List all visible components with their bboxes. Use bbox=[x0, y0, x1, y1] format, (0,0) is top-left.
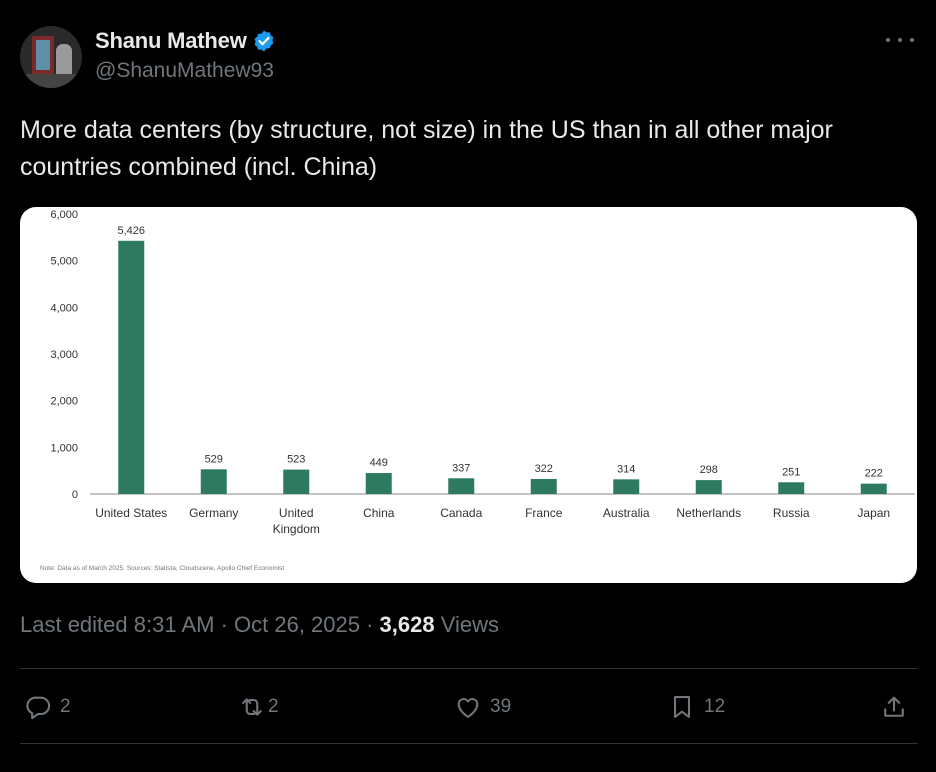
reply-icon bbox=[26, 696, 51, 720]
bar bbox=[448, 478, 475, 494]
more-icon[interactable] bbox=[886, 30, 914, 50]
data-label: 314 bbox=[617, 463, 635, 475]
x-tick-label: Netherlands bbox=[676, 506, 741, 520]
data-label: 449 bbox=[370, 457, 388, 469]
reply-count: 2 bbox=[60, 696, 71, 717]
share-button[interactable] bbox=[880, 688, 908, 726]
tweet-header: Shanu Mathew @ShanuMathew93 bbox=[20, 24, 916, 88]
x-tick-label: Germany bbox=[189, 506, 238, 520]
chart-note: Note: Data as of March 2025. Sources: St… bbox=[40, 565, 285, 572]
like-count: 39 bbox=[490, 696, 512, 717]
y-tick-label: 0 bbox=[72, 489, 78, 501]
x-tick-label: Japan bbox=[857, 506, 890, 520]
bookmark-button[interactable]: 12 bbox=[668, 688, 725, 726]
x-tick-label: China bbox=[363, 506, 395, 520]
bar bbox=[778, 482, 805, 494]
repost-button[interactable]: 2 bbox=[238, 688, 279, 726]
action-bar: 2 2 39 12 bbox=[20, 688, 916, 726]
data-label: 5,426 bbox=[117, 225, 145, 237]
views-count[interactable]: 3,628 bbox=[379, 612, 435, 637]
repost-icon bbox=[242, 698, 262, 716]
y-tick-label: 2,000 bbox=[50, 396, 78, 408]
x-tick-label: Australia bbox=[603, 506, 650, 520]
y-tick-label: 1,000 bbox=[50, 442, 78, 454]
bar bbox=[530, 478, 557, 494]
bar bbox=[118, 240, 145, 494]
x-tick-label: France bbox=[525, 506, 563, 520]
data-label: 529 bbox=[205, 453, 223, 465]
x-tick-label: United States bbox=[95, 506, 167, 520]
tweet-meta: Last edited 8:31 AM · Oct 26, 2025 · 3,6… bbox=[20, 612, 499, 638]
divider bbox=[20, 668, 918, 669]
y-tick-label: 6,000 bbox=[50, 209, 78, 221]
author-handle[interactable]: @ShanuMathew93 bbox=[95, 59, 274, 82]
author-name-row[interactable]: Shanu Mathew bbox=[95, 28, 276, 54]
y-tick-label: 5,000 bbox=[50, 256, 78, 268]
y-tick-label: 3,000 bbox=[50, 349, 78, 361]
like-icon bbox=[457, 698, 479, 718]
bookmark-count: 12 bbox=[704, 696, 726, 717]
bar bbox=[613, 479, 640, 494]
x-tick-label: United Kingdom bbox=[273, 506, 320, 536]
repost-count: 2 bbox=[268, 696, 279, 717]
bar bbox=[695, 480, 722, 494]
data-label: 222 bbox=[865, 468, 883, 480]
display-name[interactable]: Shanu Mathew bbox=[95, 28, 247, 53]
bookmark-icon bbox=[673, 696, 691, 718]
divider bbox=[20, 743, 918, 744]
x-tick-label: Canada bbox=[440, 506, 482, 520]
bar bbox=[365, 473, 392, 494]
data-label: 298 bbox=[700, 464, 718, 476]
bar-chart: 0 1,000 2,000 3,000 4,000 5,000 6,000 5,426 Unit… bbox=[50, 209, 915, 536]
data-label: 523 bbox=[287, 454, 305, 466]
bar bbox=[200, 469, 227, 494]
like-button[interactable]: 39 bbox=[454, 688, 511, 726]
data-label: 251 bbox=[782, 466, 800, 478]
tweet-text: More data centers (by structure, not siz… bbox=[20, 116, 833, 181]
x-tick-label: Russia bbox=[773, 506, 810, 520]
y-tick-label: 4,000 bbox=[50, 302, 78, 314]
edited-timestamp[interactable]: Last edited 8:31 AM · Oct 26, 2025 · bbox=[20, 612, 380, 637]
reply-button[interactable]: 2 bbox=[24, 688, 71, 726]
data-label: 322 bbox=[535, 463, 553, 475]
bar bbox=[860, 483, 887, 494]
share-icon bbox=[884, 696, 904, 717]
views-label: Views bbox=[434, 612, 500, 637]
verified-badge-icon bbox=[254, 30, 274, 52]
bar bbox=[283, 469, 310, 494]
chart-image-card[interactable]: 0 1,000 2,000 3,000 4,000 5,000 6,000 5,426 Unit… bbox=[20, 207, 917, 583]
avatar[interactable] bbox=[20, 26, 82, 88]
data-label: 337 bbox=[452, 462, 470, 474]
